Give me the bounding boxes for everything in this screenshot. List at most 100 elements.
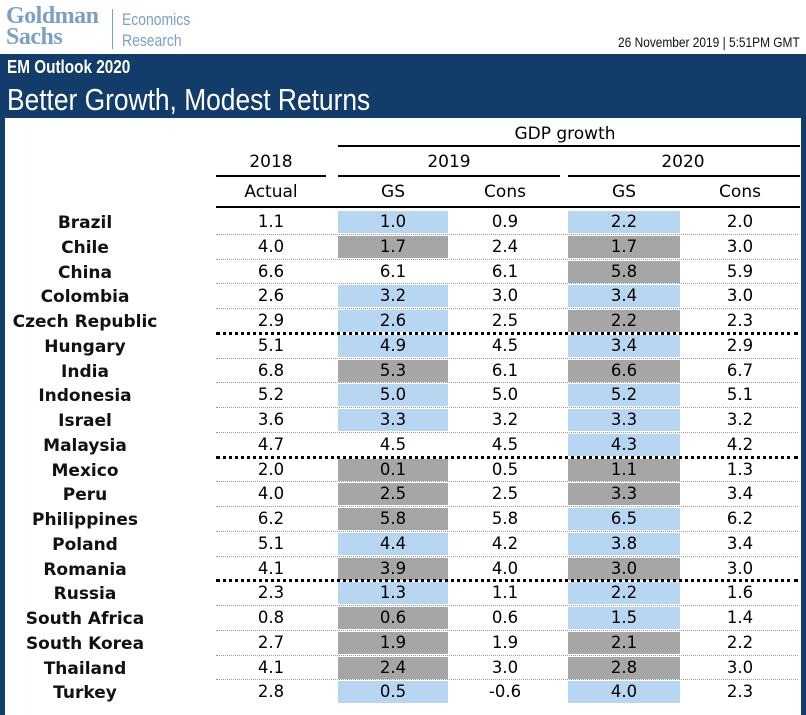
year-2018-rule [216, 175, 326, 177]
publish-date: 26 November 2019 | 5:51PM GMT [618, 34, 800, 50]
table-row: China 6.6 6.1 6.1 5.8 5.9 [0, 260, 806, 286]
table-row: Malaysia 4.7 4.5 4.5 4.3 4.2 [0, 433, 806, 459]
table-row: Romania 4.1 3.9 4.0 3.0 3.0 [0, 557, 806, 583]
table-row: Russia 2.3 1.3 1.1 2.2 1.6 [0, 582, 806, 607]
gs-2020-cell: 5.2 [568, 384, 680, 407]
actual-2018-cell: 2.3 [257, 583, 285, 603]
country-label: Thailand [43, 658, 127, 679]
row-separator [216, 605, 798, 607]
cons-2020-cell: 3.0 [726, 286, 754, 306]
cons-2020-cell: 2.2 [726, 632, 754, 652]
table-row: Philippines 6.2 5.8 5.8 6.5 6.2 [0, 508, 806, 533]
actual-2018-cell: 2.8 [257, 682, 285, 702]
table-row: Indonesia 5.2 5.0 5.0 5.2 5.1 [0, 384, 806, 409]
table-row: Brazil 1.1 1.0 0.9 2.2 2.0 [0, 211, 806, 236]
cons-2020-cell: 4.2 [726, 434, 754, 454]
row-separator [216, 258, 798, 260]
gdp-growth-rule [338, 145, 800, 147]
country-label: Mexico [51, 460, 119, 481]
gs-2019-cell: 2.4 [338, 656, 448, 679]
gs-2020-cell: 3.8 [568, 532, 680, 555]
cons-2020-cell: 5.9 [726, 261, 754, 281]
actual-2018-cell: 4.1 [257, 558, 285, 578]
row-separator [216, 654, 798, 656]
country-label: Colombia [40, 287, 130, 308]
country-label: Romania [43, 559, 127, 580]
year-2019-header: 2019 [427, 152, 471, 172]
country-label: India [61, 361, 109, 382]
table-row: Czech Republic 2.9 2.6 2.5 2.2 2.3 [0, 310, 806, 335]
economics-research-label: Economics Research [122, 10, 191, 50]
year-2020-header: 2020 [661, 152, 705, 172]
cons-2019-cell: 6.1 [491, 360, 519, 380]
gs-2019-cell: 3.3 [338, 409, 448, 431]
cons-2019-cell: 3.2 [491, 410, 519, 429]
country-label: Malaysia [43, 435, 127, 456]
cons-2019-cell: -0.6 [488, 682, 522, 702]
actual-2018-cell: 3.6 [257, 410, 285, 429]
gs-2020-cell: 4.0 [568, 681, 680, 704]
logo-divider [112, 9, 113, 49]
row-separator [216, 382, 798, 384]
row-separator [216, 679, 798, 681]
cons-2020-cell: 2.9 [726, 335, 754, 355]
country-label: Israel [58, 411, 112, 431]
cons-2019-cell: 0.9 [491, 212, 519, 231]
actual-2018-cell: 5.2 [257, 385, 285, 405]
actual-2018-cell: 4.7 [257, 434, 285, 454]
table-row: Mexico 2.0 0.1 0.5 1.1 1.3 [0, 458, 806, 484]
banner-subtitle: EM Outlook 2020 [7, 57, 131, 77]
gs-2020-cell: 1.7 [568, 235, 680, 258]
gs-2019-cell: 4.4 [338, 532, 448, 555]
table-row: Hungary 5.1 4.9 4.5 3.4 2.9 [0, 334, 806, 360]
actual-2018-cell: 5.1 [257, 533, 285, 553]
actual-2018-cell: 6.6 [257, 261, 285, 281]
country-label: Peru [62, 485, 108, 506]
gs-2020-cell: 6.5 [568, 508, 680, 530]
actual-2018-cell: 2.7 [257, 632, 285, 652]
row-separator [216, 283, 798, 285]
cons-2020-cell: 1.6 [726, 583, 754, 603]
cons-2020-subheader: Cons [719, 182, 761, 202]
country-label: South Korea [25, 633, 145, 654]
cons-2020-cell: 3.2 [726, 410, 754, 429]
header-bottom-rule [216, 206, 800, 208]
gs-2020-cell: 3.3 [568, 409, 680, 431]
gs-2020-cell: 2.2 [568, 310, 680, 332]
cons-2020-cell: 1.4 [726, 608, 754, 627]
gs-2019-subheader: GS [381, 182, 405, 202]
row-separator [216, 555, 798, 557]
cons-2019-cell: 2.5 [491, 311, 519, 330]
gs-2020-cell: 3.4 [568, 334, 680, 357]
banner-title: Better Growth, Modest Returns [7, 82, 371, 117]
actual-2018-cell: 4.1 [257, 657, 285, 677]
row-separator [216, 431, 798, 433]
cons-2020-cell: 6.2 [726, 509, 754, 528]
gs-2019-cell: 4.5 [379, 434, 407, 454]
row-separator [216, 629, 798, 631]
gs-2020-cell: 3.0 [568, 557, 680, 580]
gs-2020-cell: 1.5 [568, 607, 680, 629]
country-label: Poland [52, 534, 118, 555]
cons-2020-cell: 3.4 [726, 484, 754, 504]
country-label: Brazil [57, 213, 113, 233]
gdp-growth-header: GDP growth [514, 124, 616, 144]
gs-2019-cell: 1.0 [338, 211, 448, 233]
cons-2019-cell: 5.8 [491, 509, 519, 528]
table-row: India 6.8 5.3 6.1 6.6 6.7 [0, 359, 806, 385]
cons-2019-subheader: Cons [484, 182, 526, 202]
cons-2019-cell: 4.5 [491, 335, 519, 355]
gs-2020-cell: 3.3 [568, 483, 680, 506]
gs-2020-cell: 1.1 [568, 458, 680, 481]
row-separator [216, 357, 798, 359]
cons-2020-cell: 5.1 [726, 385, 754, 405]
gs-2020-cell: 5.8 [568, 260, 680, 283]
cons-2020-cell: 1.3 [726, 459, 754, 479]
country-label: Czech Republic [12, 312, 158, 332]
actual-2018-cell: 4.0 [257, 236, 285, 256]
group-separator [216, 579, 798, 583]
table-row: Colombia 2.6 3.2 3.0 3.4 3.0 [0, 285, 806, 310]
cons-2019-cell: 4.5 [491, 434, 519, 454]
gs-2019-cell: 3.9 [338, 557, 448, 580]
actual-2018-cell: 0.8 [257, 608, 285, 627]
